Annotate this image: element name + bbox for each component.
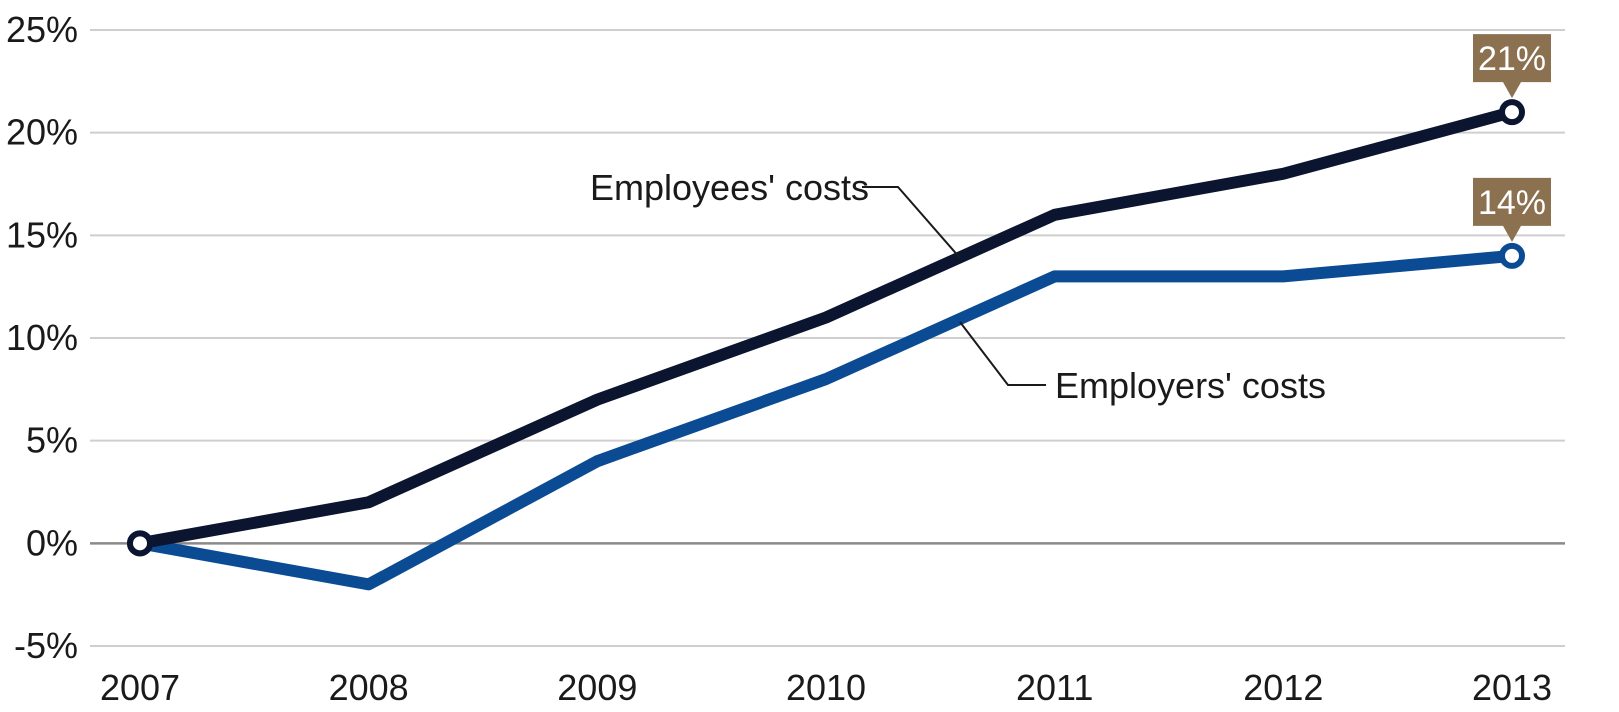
y-tick-label: 0% — [26, 522, 78, 563]
series-label-employees: Employees' costs — [590, 167, 961, 259]
series-line-employees — [134, 106, 1518, 550]
series-label-employers: Employers' costs — [959, 321, 1326, 406]
y-axis-tick-labels: 25% 20% 15% 10% 5% 0% -5% — [6, 9, 78, 666]
x-tick-label: 2009 — [557, 667, 637, 708]
callout-box — [1473, 34, 1551, 99]
y-tick-label: 25% — [6, 9, 78, 50]
x-tick-label: 2010 — [786, 667, 866, 708]
x-axis-tick-labels: 2007 2008 2009 2010 2011 2012 2013 — [100, 667, 1552, 708]
y-tick-label: 20% — [6, 112, 78, 153]
employers-point-marker — [1499, 242, 1525, 269]
x-tick-label: 2012 — [1243, 667, 1323, 708]
series-line-employers — [134, 249, 1518, 591]
y-tick-label: -5% — [14, 625, 78, 666]
x-tick-label: 2011 — [1016, 667, 1093, 708]
series-label-employers-leader — [959, 321, 1046, 386]
x-tick-label: 2007 — [100, 667, 180, 708]
series-label-employees-text: Employees' costs — [590, 167, 869, 208]
end-value-callouts: 21% 14% — [1473, 34, 1551, 242]
employees-end-callout: 21% — [1473, 34, 1551, 99]
series-label-employees-leader — [862, 186, 961, 259]
series-lines — [127, 99, 1525, 591]
callout-box — [1473, 177, 1551, 242]
callout-value: 14% — [1478, 184, 1546, 222]
employees-point-marker — [1499, 99, 1525, 126]
y-tick-label: 15% — [6, 214, 78, 255]
x-tick-label: 2008 — [329, 667, 409, 708]
y-tick-label: 10% — [6, 317, 78, 358]
x-tick-label: 2013 — [1472, 667, 1552, 708]
callout-value: 21% — [1478, 40, 1546, 78]
grid — [90, 29, 1565, 647]
series-label-employers-text: Employers' costs — [1055, 365, 1326, 406]
employees-point-marker — [127, 530, 153, 557]
y-tick-label: 5% — [26, 420, 78, 461]
employers-end-callout: 14% — [1473, 177, 1551, 242]
